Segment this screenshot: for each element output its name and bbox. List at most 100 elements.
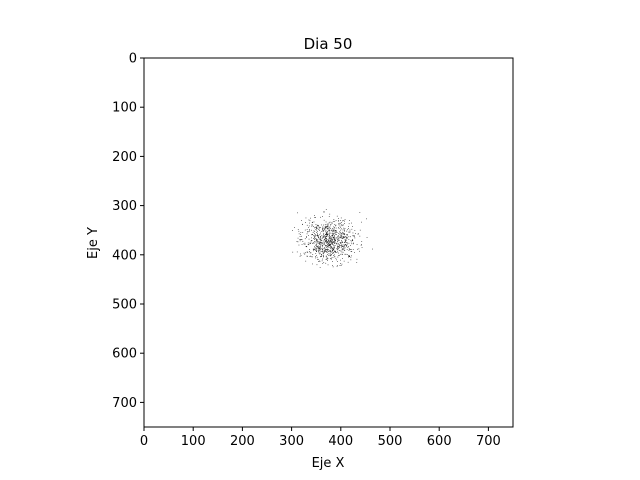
density-pixel [315,247,317,249]
density-pixel [348,255,349,256]
density-pixel [352,249,354,250]
density-pixel [314,247,316,248]
density-pixel [344,233,346,235]
density-pixel [330,232,332,234]
density-pixel [315,235,316,237]
density-pixel [320,240,322,241]
density-pixel [322,245,324,246]
density-pixel [318,241,320,243]
density-pixel [334,243,335,244]
density-pixel [316,227,318,229]
density-pixel [313,249,315,250]
density-pixel [325,233,326,235]
density-pixel [344,230,345,232]
y-tick-label: 500 [112,298,137,313]
density-pixel [318,237,320,239]
density-pixel [342,238,343,239]
density-pixel [327,234,328,235]
density-pixel [333,248,335,250]
density-pixel [332,250,333,251]
density-pixel [323,255,324,257]
density-pixel [333,245,334,247]
density-pixel [315,217,316,218]
density-pixel [318,242,319,244]
density-pixel [311,222,313,223]
density-pixel [321,231,323,232]
density-pixel [341,241,343,242]
density-pixel [326,242,327,244]
density-pixel [325,250,326,252]
density-pixel [339,254,340,256]
density-pixel [352,239,353,241]
density-pixel [321,254,322,256]
density-pixel [319,248,321,249]
density-pixel [331,243,333,245]
density-pixel [325,225,327,227]
density-pixel [323,248,325,249]
density-pixel [328,247,330,248]
density-pixel [346,237,347,239]
density-pixel [325,237,326,239]
density-pixel [344,219,346,220]
x-tick-label: 700 [476,434,501,449]
density-pixel [320,237,322,239]
density-pixel [352,235,354,237]
density-pixel [331,241,333,242]
density-pixel [342,249,343,250]
density-pixel [350,236,351,238]
density-pixel [304,242,306,244]
density-pixel [333,252,334,254]
density-pixel [326,234,327,236]
density-pixel [326,238,327,239]
density-pixel [318,250,320,251]
density-pixel [320,244,322,246]
density-pixel [314,237,315,238]
density-pixel [320,232,321,234]
density-pixel [304,244,306,245]
density-pixel [359,235,361,237]
density-pixel [339,232,341,234]
density-pixel [345,238,347,240]
density-pixel [366,237,368,238]
density-pixel [327,260,328,261]
density-pixel [314,217,316,218]
density-pixel [341,242,342,244]
y-tick-label: 700 [112,396,137,411]
density-pixel [329,245,331,247]
density-pixel [337,245,339,247]
density-pixel [342,231,343,233]
density-pixel [353,235,354,237]
density-pixel [332,253,333,254]
x-axis-ticks: 0 100 200 300 400 500 600 700 [140,427,501,449]
density-pixel [311,256,313,258]
density-pixel [326,236,327,237]
density-pixel [331,235,333,237]
density-pixel [340,229,341,231]
density-pixel [332,244,334,246]
density-pixel [333,241,334,242]
density-pixel [327,264,329,266]
density-pixel [336,259,337,261]
density-pixel [319,243,320,245]
density-pixel [326,257,328,259]
x-tick-label: 100 [181,434,206,449]
density-pixel [311,224,313,225]
density-pixel [300,253,301,255]
density-pixel [321,254,322,255]
density-pixel [301,220,302,221]
density-pixel [305,222,306,223]
density-pixel [317,235,318,236]
density-pixel [319,241,321,243]
density-pixel [343,260,345,262]
density-pixel [319,234,321,235]
density-pixel [329,241,330,243]
density-pixel [328,229,329,231]
density-pixel [343,244,345,246]
density-pixel [335,224,337,226]
density-pixel [334,224,336,225]
density-pixel [339,237,341,239]
density-pixel [322,226,324,228]
density-pixel [329,255,331,256]
density-pixel [325,226,327,228]
density-pixel [326,233,328,234]
